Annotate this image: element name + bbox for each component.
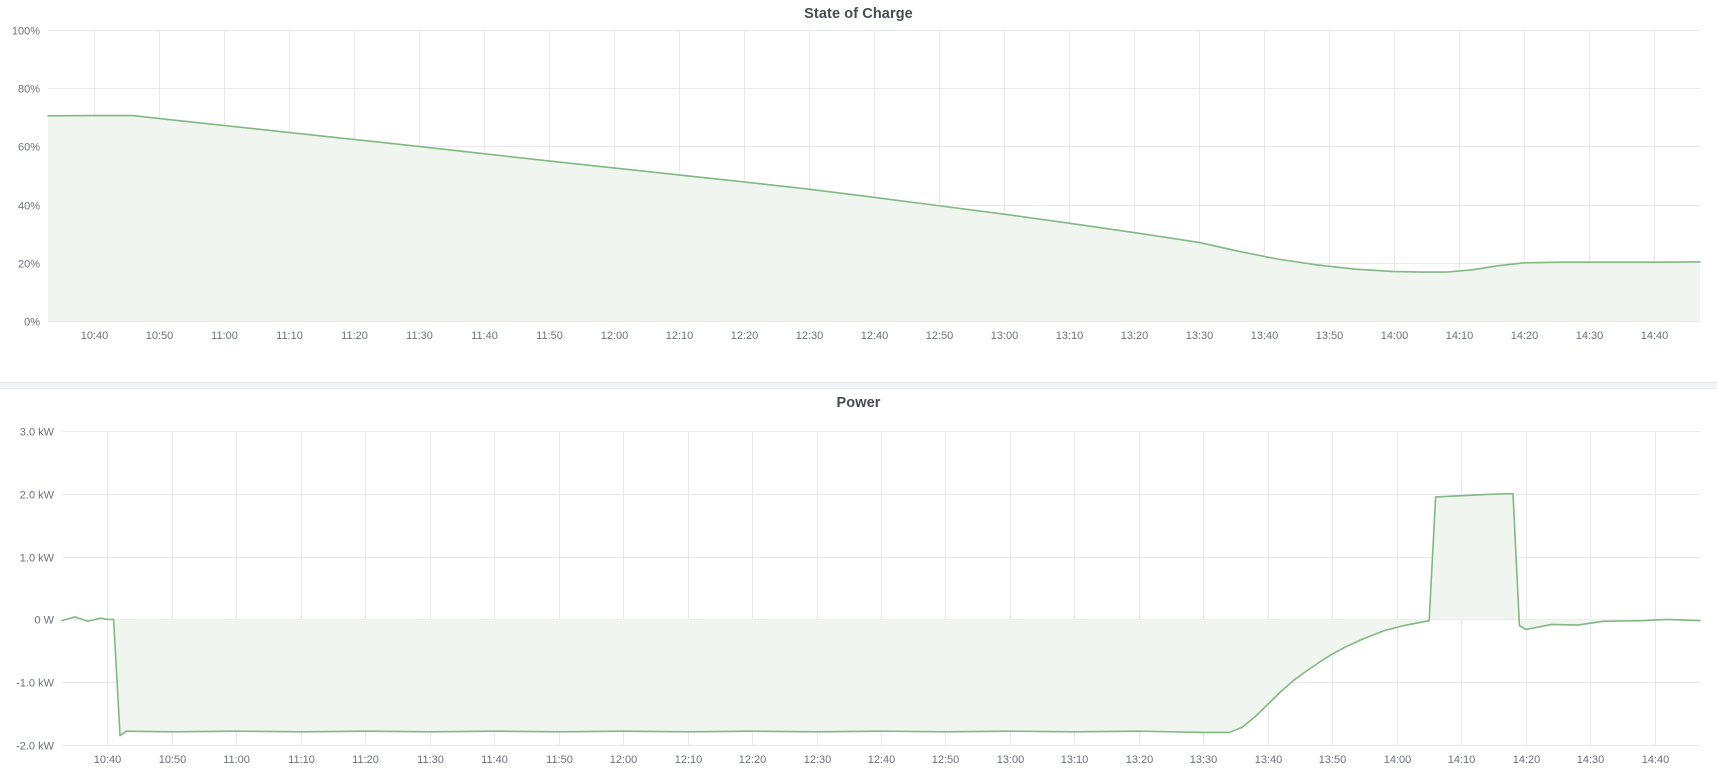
x-tick-label: 14:00	[1384, 754, 1412, 766]
x-tick-label: 12:30	[804, 754, 832, 766]
y-tick-label: 100%	[12, 26, 40, 38]
x-tick-label: 13:10	[1061, 754, 1089, 766]
x-tick-label: 12:20	[739, 754, 767, 766]
chart-svg-state-of-charge: 0% 20% 40% 60% 80% 100% 10:40 10:50 11:00 11:10 11…	[12, 26, 1701, 342]
x-tick-label: 11:10	[288, 754, 315, 766]
x-tick-label: 12:00	[601, 330, 629, 342]
x-tick-label: 13:40	[1255, 754, 1283, 766]
x-tick-label: 14:40	[1642, 754, 1670, 766]
panel-state-of-charge[interactable]: State of Charge 0% 20% 40% 60% 80% 100% 10:40 1…	[0, 0, 1717, 383]
x-tick-label: 12:10	[666, 330, 694, 342]
series-area-state-of-charge	[48, 115, 1700, 321]
x-tick-label: 12:40	[861, 330, 889, 342]
x-tick-label: 14:40	[1641, 330, 1669, 342]
x-tick-label: 11:20	[341, 330, 368, 342]
x-tick-label: 11:40	[471, 330, 498, 342]
panel-divider	[0, 383, 1717, 388]
x-tick-label: 12:30	[796, 330, 824, 342]
x-tick-label: 11:20	[352, 754, 379, 766]
y-tick-label: 2.0 kW	[20, 490, 55, 502]
x-tick-label: 14:20	[1513, 754, 1541, 766]
x-tick-label: 14:30	[1576, 330, 1604, 342]
chart-power[interactable]: -2.0 kW -1.0 kW 0 W 1.0 kW 2.0 kW 3.0 kW 10:40…	[0, 389, 1717, 775]
y-tick-label: -1.0 kW	[16, 678, 55, 690]
series-line-state-of-charge[interactable]	[47, 114, 1701, 273]
x-tick-label: 11:40	[481, 754, 508, 766]
panel-title-state-of-charge: State of Charge	[804, 6, 913, 22]
y-tick-label: -2.0 kW	[16, 741, 55, 753]
x-tick-label: 14:10	[1448, 754, 1476, 766]
panel-title-power: Power	[836, 395, 881, 411]
x-tick-label: 11:50	[536, 330, 563, 342]
y-tick-label: 80%	[18, 84, 40, 96]
y-tick-label: 40%	[18, 201, 40, 213]
chart-state-of-charge[interactable]: 0% 20% 40% 60% 80% 100% 10:40 10:50 11:00 11:10 11…	[0, 0, 1717, 382]
x-tick-label: 12:50	[926, 330, 954, 342]
x-tick-label: 13:30	[1186, 330, 1214, 342]
x-tick-label: 13:20	[1126, 754, 1154, 766]
x-tick-label: 13:50	[1319, 754, 1347, 766]
y-tick-label: 20%	[18, 259, 40, 271]
y-tick-label: 1.0 kW	[20, 553, 55, 565]
x-tick-label: 13:00	[997, 754, 1025, 766]
x-tick-label: 10:50	[146, 330, 174, 342]
x-tick-label: 14:20	[1511, 330, 1539, 342]
chart-svg-power: -2.0 kW -1.0 kW 0 W 1.0 kW 2.0 kW 3.0 kW 10:40…	[16, 427, 1701, 766]
y-tick-label: 0 W	[34, 615, 54, 627]
x-tick-label: 10:40	[81, 330, 109, 342]
y-tick-label: 0%	[24, 317, 40, 329]
x-tick-label: 10:40	[94, 754, 122, 766]
x-tick-label: 11:30	[417, 754, 444, 766]
x-tick-label: 13:00	[991, 330, 1019, 342]
x-tick-label: 13:20	[1121, 330, 1149, 342]
x-tick-label: 11:10	[276, 330, 303, 342]
series-area-power	[62, 493, 1700, 736]
x-tick-label: 12:50	[932, 754, 960, 766]
x-tick-label: 12:20	[731, 330, 759, 342]
panel-power[interactable]: Power -2.0 kW -1.0 kW 0 W 1.0 kW 2.0 kW 3.0 k…	[0, 388, 1717, 775]
x-tick-label: 12:00	[610, 754, 638, 766]
x-tick-label: 11:00	[211, 330, 238, 342]
x-tick-label: 13:40	[1251, 330, 1279, 342]
x-tick-label: 13:10	[1056, 330, 1084, 342]
x-tick-label: 14:10	[1446, 330, 1474, 342]
x-tick-label: 13:30	[1190, 754, 1218, 766]
x-tick-label: 14:30	[1577, 754, 1605, 766]
x-tick-label: 10:50	[159, 754, 187, 766]
y-tick-label: 3.0 kW	[20, 427, 55, 439]
x-tick-label: 11:30	[406, 330, 433, 342]
x-tick-label: 12:40	[868, 754, 896, 766]
x-tick-label: 13:50	[1316, 330, 1344, 342]
x-tick-label: 11:50	[546, 754, 573, 766]
x-tick-label: 12:10	[675, 754, 703, 766]
series-line-power[interactable]	[61, 493, 1701, 737]
x-tick-label: 11:00	[223, 754, 250, 766]
y-tick-label: 60%	[18, 142, 40, 154]
x-tick-label: 14:00	[1381, 330, 1409, 342]
